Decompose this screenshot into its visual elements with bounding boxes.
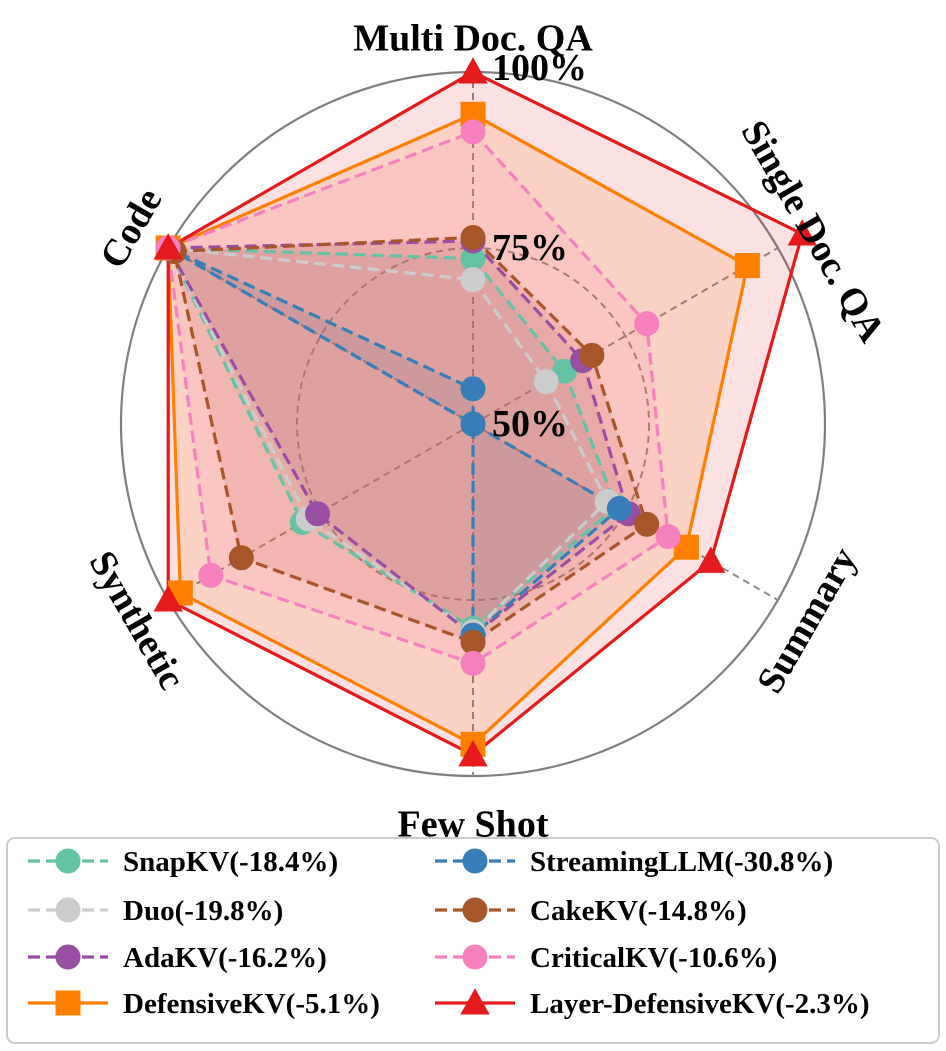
legend: SnapKV(-18.4%) Duo(-19.8%) AdaKV(-16.2%) De… [6, 837, 940, 1044]
series-fill [168, 114, 748, 745]
legend-marker [462, 897, 488, 923]
legend-marker [55, 848, 81, 874]
legend-label: DefensiveKV(-5.1%) [123, 988, 380, 1020]
data-point [533, 369, 559, 395]
data-point-triangle [787, 219, 817, 246]
data-point-triangle [458, 57, 488, 84]
legend-marker [462, 848, 488, 874]
series-fill [174, 237, 647, 643]
data-point [460, 376, 486, 402]
series-fill [168, 248, 620, 636]
data-point [460, 411, 486, 437]
data-point [634, 311, 660, 337]
tick-label: 50% [492, 403, 568, 445]
spoke-line [472, 423, 779, 601]
legend-marker [55, 990, 81, 1016]
data-point-square [734, 253, 760, 279]
legend-label: SnapKV(-18.4%) [123, 846, 338, 878]
legend-marker [460, 988, 490, 1015]
data-point [655, 524, 681, 550]
legend-marker [55, 897, 81, 923]
data-point [460, 224, 486, 250]
axis-label: Code [92, 181, 171, 275]
data-point [606, 495, 632, 521]
data-point-triangle [153, 585, 183, 612]
data-point [460, 629, 486, 655]
series-fill [168, 72, 803, 755]
legend-label: CakeKV(-14.8%) [530, 895, 747, 927]
tick-label: 75% [492, 227, 568, 269]
data-point-triangle [153, 233, 183, 260]
legend-label: StreamingLLM(-30.8%) [530, 846, 833, 878]
axis-label: Multi Doc. QA [353, 18, 593, 60]
data-point [305, 501, 331, 527]
legend-frame [6, 837, 940, 1044]
series-fill [168, 248, 608, 632]
legend-label: AdaKV(-16.2%) [123, 942, 327, 974]
series-fill [168, 241, 629, 636]
data-point-triangle [696, 546, 726, 573]
data-point-triangle [458, 740, 488, 767]
data-point [579, 342, 605, 368]
legend-label: Layer-DefensiveKV(-2.3%) [530, 988, 870, 1020]
legend-label: Duo(-19.8%) [123, 895, 283, 927]
data-point [460, 650, 486, 676]
data-point [634, 511, 660, 537]
legend-marker [462, 944, 488, 970]
series-fill [168, 248, 617, 629]
data-point [228, 545, 254, 571]
spoke-line [472, 247, 779, 425]
data-point [198, 562, 224, 588]
data-point [460, 119, 486, 145]
tick-label: 100% [492, 47, 587, 89]
legend-label: CriticalKV(-10.6%) [530, 942, 777, 974]
series-fills [168, 72, 803, 755]
series-markers [153, 57, 817, 767]
data-point [460, 267, 486, 293]
radial-tick-labels: 50% 75% 100% [492, 47, 587, 445]
legend-marker [55, 944, 81, 970]
